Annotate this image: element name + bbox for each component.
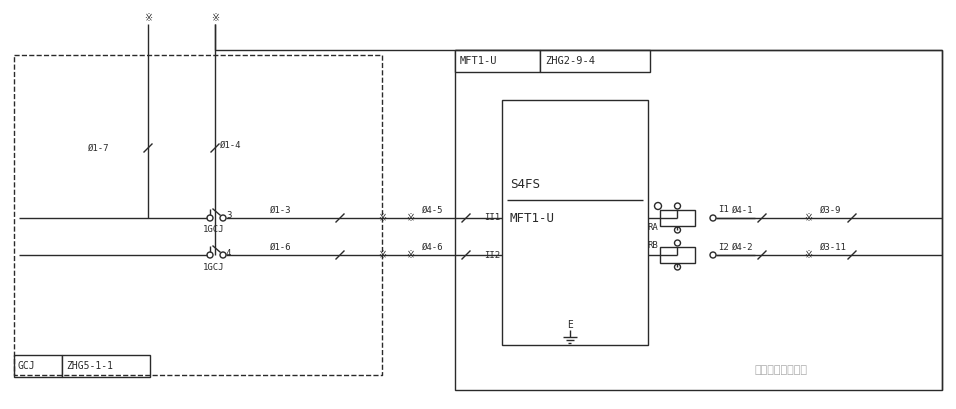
Text: S4FS: S4FS [510, 178, 540, 191]
Bar [660, 247, 695, 263]
Text: RB: RB [647, 240, 658, 249]
Bar [660, 210, 695, 226]
Text: MFT1-U: MFT1-U [460, 56, 497, 66]
Text: GCJ: GCJ [18, 361, 35, 371]
Text: ※: ※ [144, 13, 152, 23]
Text: MFT1-U: MFT1-U [510, 211, 555, 225]
Text: 1GCJ: 1GCJ [203, 225, 225, 234]
Text: Ø3-9: Ø3-9 [820, 205, 841, 214]
Text: Ø4-6: Ø4-6 [422, 243, 444, 252]
Text: ※: ※ [211, 13, 219, 23]
Text: RA: RA [647, 223, 658, 232]
Text: II1: II1 [484, 213, 500, 222]
Text: II2: II2 [484, 250, 500, 259]
Text: Ø3-11: Ø3-11 [820, 243, 847, 252]
Text: Ø1-7: Ø1-7 [88, 144, 110, 153]
Bar [540, 50, 650, 72]
Text: ZHG5-1-1: ZHG5-1-1 [66, 361, 113, 371]
Text: 3: 3 [226, 211, 231, 220]
Text: ZHG2-9-4: ZHG2-9-4 [545, 56, 595, 66]
Text: I1: I1 [718, 205, 728, 214]
Bar [62, 355, 150, 377]
Text: Ø4-1: Ø4-1 [732, 205, 753, 214]
Text: ※: ※ [406, 250, 414, 260]
Bar [14, 355, 62, 377]
Text: ※: ※ [804, 250, 812, 260]
Text: 4: 4 [226, 249, 231, 258]
Text: Ø4-2: Ø4-2 [732, 243, 753, 252]
Bar [455, 50, 942, 390]
Text: ※: ※ [378, 213, 386, 223]
Text: Ø1-3: Ø1-3 [270, 205, 292, 214]
Bar [502, 100, 648, 345]
Text: ※: ※ [378, 250, 386, 260]
Text: I2: I2 [718, 243, 728, 252]
Text: Ø4-5: Ø4-5 [422, 205, 444, 214]
Text: 铁路信号监测分析: 铁路信号监测分析 [755, 365, 808, 375]
Text: 1GCJ: 1GCJ [203, 263, 225, 272]
Text: Ø1-6: Ø1-6 [270, 243, 292, 252]
Text: Ø1-4: Ø1-4 [220, 141, 242, 150]
Bar [455, 50, 540, 72]
Text: E: E [567, 320, 573, 330]
Text: ※: ※ [406, 213, 414, 223]
Text: ※: ※ [804, 213, 812, 223]
